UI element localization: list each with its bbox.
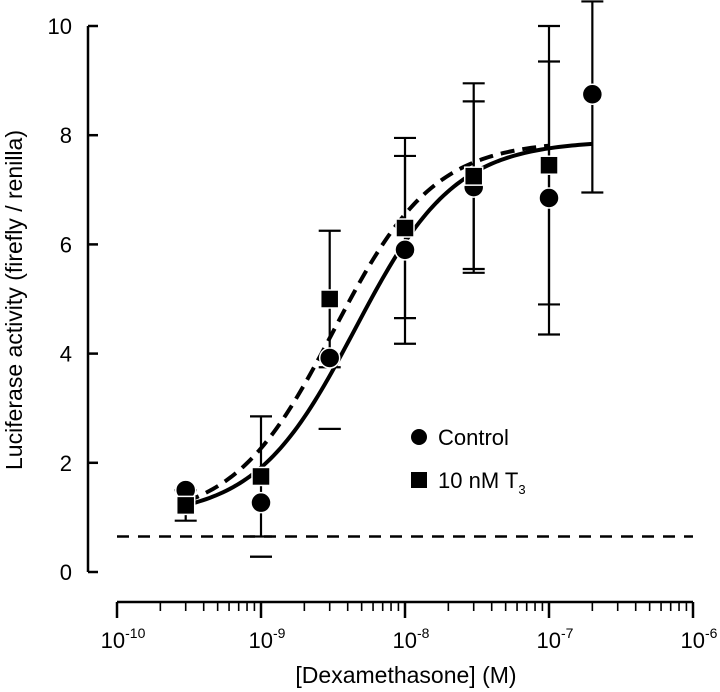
x-tick-label-exponent: -9 bbox=[273, 625, 286, 641]
x-tick-label-exponent: -7 bbox=[561, 625, 574, 641]
error-bars bbox=[174, 0, 604, 558]
fit-curve-control bbox=[185, 141, 593, 508]
data-point-t3 bbox=[175, 495, 196, 516]
x-tick-label-base: 10 bbox=[537, 628, 561, 653]
x-tick-label-base: 10 bbox=[393, 628, 417, 653]
data-point-control bbox=[538, 187, 560, 209]
legend-label-t3: 10 nM T3 bbox=[438, 468, 526, 497]
legend: Control 10 nM T3 bbox=[411, 425, 526, 497]
data-markers bbox=[174, 83, 604, 516]
y-tick-label: 10 bbox=[48, 14, 72, 39]
legend-circle-marker bbox=[411, 429, 427, 445]
y-axis-label: Luciferase activity (firefly / renilla) bbox=[1, 130, 27, 470]
x-tick-label-exponent: -10 bbox=[125, 625, 145, 641]
x-tick-label-exponent: -8 bbox=[417, 625, 430, 641]
y-tick-label: 0 bbox=[60, 560, 72, 585]
legend-label-control: Control bbox=[438, 425, 509, 450]
data-point-t3 bbox=[251, 466, 271, 487]
data-point-control bbox=[318, 347, 341, 369]
legend-label-t3-main: 10 nM T bbox=[438, 468, 518, 493]
legend-label-t3-subscript: 3 bbox=[518, 482, 525, 497]
legend-square-marker bbox=[411, 472, 427, 488]
data-point-t3 bbox=[319, 289, 340, 309]
x-axis-label: [Dexamethasone] (M) bbox=[295, 662, 516, 688]
y-tick-label: 4 bbox=[60, 342, 72, 367]
data-point-control bbox=[250, 491, 272, 514]
x-tick-label: 10-7 bbox=[537, 625, 574, 653]
x-tick-label: 10-10 bbox=[101, 625, 146, 653]
x-tick-label: 10-6 bbox=[681, 625, 718, 653]
data-point-control bbox=[581, 83, 604, 105]
data-point-t3 bbox=[395, 218, 415, 238]
y-tick-label: 2 bbox=[60, 451, 72, 476]
fit-curves bbox=[185, 141, 593, 508]
x-tick-label: 10-8 bbox=[393, 625, 430, 653]
y-tick-label: 8 bbox=[60, 123, 72, 148]
x-tick-label-base: 10 bbox=[249, 628, 273, 653]
data-point-t3 bbox=[463, 166, 484, 186]
data-point-t3 bbox=[539, 155, 559, 175]
y-tick-label: 6 bbox=[60, 232, 72, 257]
x-tick-label-base: 10 bbox=[101, 628, 125, 653]
x-tick-label-base: 10 bbox=[681, 628, 705, 653]
fit-curve-t3 bbox=[185, 143, 550, 504]
data-point-control bbox=[394, 239, 416, 261]
x-tick-label: 10-9 bbox=[249, 625, 286, 653]
x-tick-label-exponent: -6 bbox=[705, 625, 718, 641]
